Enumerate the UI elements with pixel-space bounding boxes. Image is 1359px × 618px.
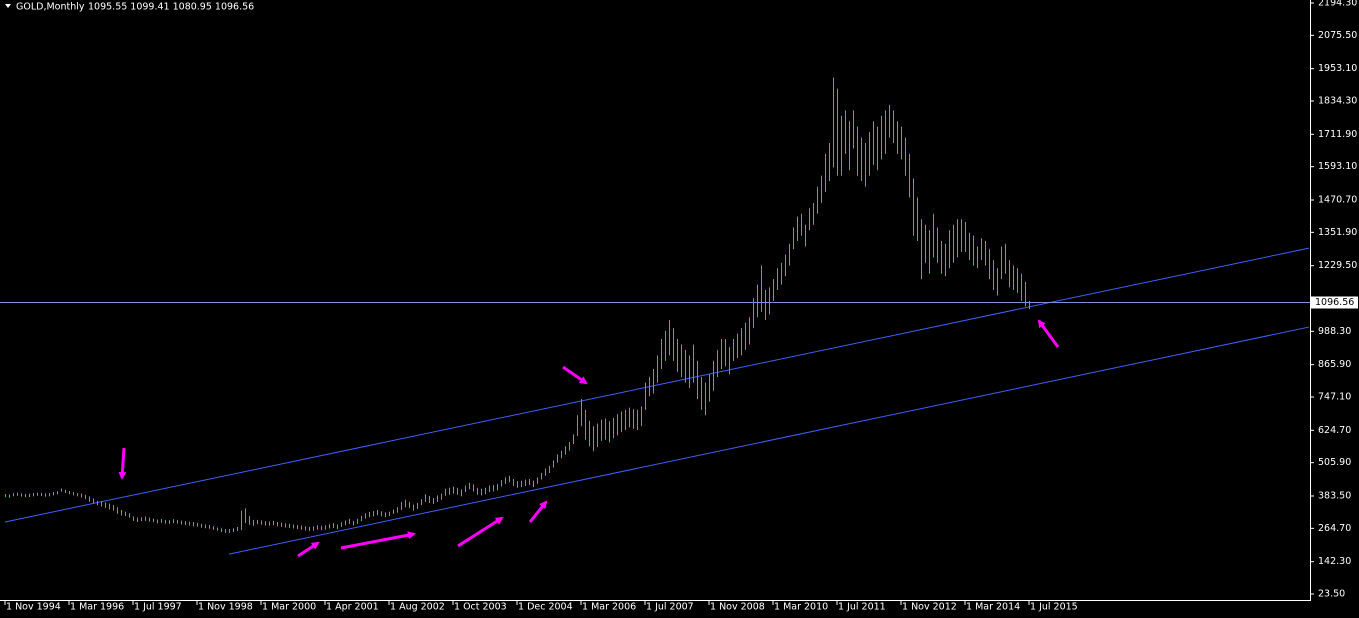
x-tick-label: 1 Nov 2012 <box>902 602 957 613</box>
plot <box>0 77 1310 555</box>
x-tick-label: 1 Jul 2015 <box>1030 602 1078 613</box>
x-tick-label: 1 Apr 2001 <box>326 602 379 613</box>
y-tick-label: 264.70 <box>1318 523 1351 534</box>
x-tick-label: 1 Aug 2002 <box>390 602 445 613</box>
y-tick-label: 23.50 <box>1318 589 1345 600</box>
last-price-box <box>1311 296 1358 309</box>
x-tick-label: 1 Jul 1997 <box>134 602 182 613</box>
arrow <box>1037 319 1060 348</box>
y-tick-label: 624.70 <box>1318 425 1351 436</box>
arrow <box>118 447 127 480</box>
annotations <box>118 319 1060 558</box>
y-tick-label: 865.90 <box>1318 359 1351 370</box>
arrow <box>562 365 588 385</box>
x-tick-label: 1 Mar 2014 <box>966 602 1020 613</box>
x-tick-label: 1 Oct 2003 <box>454 602 507 613</box>
y-tick-label: 1953.10 <box>1318 63 1357 74</box>
y-tick-label: 2075.50 <box>1318 30 1357 41</box>
y-tick-label: 383.50 <box>1318 490 1351 501</box>
y-tick-label: 1470.70 <box>1318 195 1357 206</box>
x-tick-label: 1 Jul 2007 <box>646 602 694 613</box>
y-tick-label: 1229.50 <box>1318 260 1357 271</box>
title-triangle <box>5 4 11 8</box>
x-tick-label: 1 Mar 2000 <box>262 602 316 613</box>
y-tick-label: 1834.30 <box>1318 96 1357 107</box>
y-tick-label: 2194.30 <box>1318 0 1357 8</box>
last-price-label: 1096.56 <box>1315 297 1354 308</box>
y-tick-label: 747.10 <box>1318 392 1351 403</box>
arrow <box>297 541 320 558</box>
x-tick-label: 1 Mar 2010 <box>774 602 828 613</box>
arrow <box>340 531 416 550</box>
y-tick-label: 988.30 <box>1318 326 1351 337</box>
x-tick-label: 1 Nov 1998 <box>198 602 253 613</box>
arrow <box>457 516 504 548</box>
x-tick-label: 1 Mar 2006 <box>582 602 636 613</box>
y-tick-label: 1593.10 <box>1318 161 1357 172</box>
y-tick-label: 505.90 <box>1318 457 1351 468</box>
x-tick-label: 1 Dec 2004 <box>518 602 573 613</box>
x-tick-label: 1 Mar 1996 <box>70 602 124 613</box>
x-tick-label: 1 Jul 2011 <box>838 602 886 613</box>
x-tick-label: 1 Nov 2008 <box>710 602 765 613</box>
y-tick-label: 1351.90 <box>1318 227 1357 238</box>
y-tick-label: 142.30 <box>1318 556 1351 567</box>
trendline <box>228 326 1310 555</box>
chart-title: GOLD,Monthly <box>16 2 85 13</box>
x-tick-label: 1 Nov 1994 <box>6 602 61 613</box>
y-tick-label: 1711.90 <box>1318 129 1357 140</box>
trendline <box>4 247 1310 523</box>
arrow <box>528 500 548 523</box>
quote: 1095.55 1099.41 1080.95 1096.56 <box>88 2 254 13</box>
